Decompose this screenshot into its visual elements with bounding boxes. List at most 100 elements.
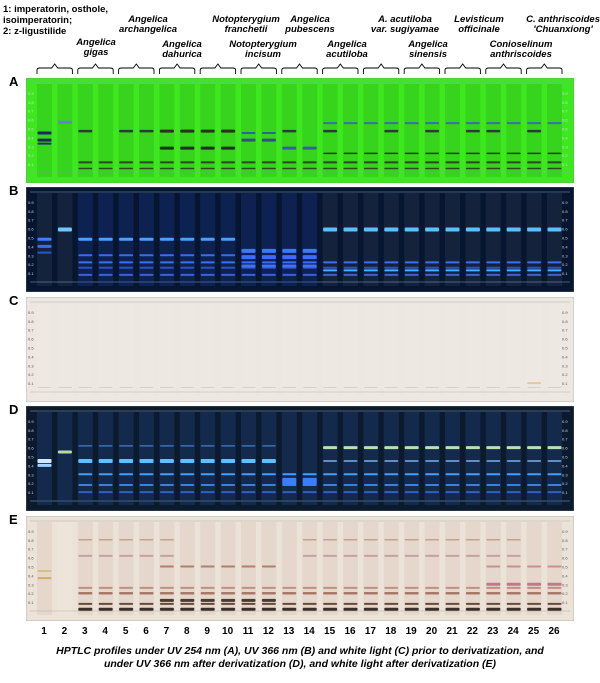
- band-23-4: [486, 459, 501, 462]
- band-18-0: [384, 387, 399, 389]
- band-26-4: [547, 582, 562, 586]
- band-3-4: [78, 237, 93, 241]
- band-19-4: [404, 269, 419, 272]
- rf-tick-left: 0.7: [28, 328, 34, 333]
- band-20-5: [425, 554, 440, 557]
- band-10-2: [221, 473, 236, 476]
- band-9-4: [200, 237, 215, 241]
- species-label-7: Notopterygium incisum: [229, 39, 297, 60]
- lane-16: [343, 522, 358, 615]
- band-10-0: [221, 607, 236, 611]
- lane-3: [77, 522, 93, 615]
- band-9-5: [200, 598, 215, 602]
- band-5-0: [119, 273, 134, 276]
- lane-15: [322, 522, 338, 615]
- band-10-2: [221, 261, 236, 264]
- band-22-1: [465, 483, 480, 486]
- band-15-4: [323, 152, 338, 155]
- band-4-2: [98, 473, 113, 476]
- band-4-2: [98, 591, 113, 595]
- lane-2: [57, 84, 73, 177]
- band-17-1: [363, 266, 378, 269]
- band-21-1: [445, 167, 460, 170]
- band-18-4: [384, 539, 399, 541]
- band-17-0: [363, 273, 378, 276]
- lane-11: [241, 303, 256, 396]
- band-3-0: [78, 607, 93, 611]
- lane-1: [37, 412, 52, 505]
- band-18-2: [384, 129, 399, 133]
- band-23-1: [486, 266, 501, 269]
- band-7-4: [159, 539, 174, 541]
- band-22-4: [465, 152, 480, 155]
- species-label-14: C. anthriscoides 'Chuanxiong': [526, 14, 600, 35]
- band-11-4: [241, 255, 256, 260]
- lane-2: [57, 522, 73, 615]
- band-14-2: [302, 261, 317, 264]
- band-16-1: [343, 167, 358, 170]
- band-9-3: [200, 586, 215, 589]
- lane-2: [57, 412, 73, 505]
- band-5-0: [119, 607, 134, 611]
- band-1-1: [37, 138, 52, 142]
- lane-9: [200, 412, 216, 505]
- rf-tick-left: 0.5: [28, 236, 34, 241]
- rf-tick-left: 0.8: [28, 209, 34, 214]
- lane-number-20: 20: [426, 626, 438, 637]
- band-10-3: [221, 458, 236, 463]
- band-17-4: [363, 539, 378, 541]
- band-7-5: [159, 554, 174, 557]
- band-21-3: [445, 586, 460, 589]
- plate-background: [26, 406, 574, 511]
- band-9-2: [200, 261, 215, 264]
- band-3-0: [78, 387, 93, 389]
- rf-tick-left: 0.1: [28, 490, 34, 495]
- band-14-0: [302, 607, 317, 611]
- band-22-1: [465, 167, 480, 170]
- band-10-1: [221, 167, 236, 170]
- band-22-2: [465, 261, 480, 264]
- lane-number-26: 26: [548, 626, 560, 637]
- band-4-3: [98, 458, 113, 463]
- caption-line-2: under UV 366 nm after derivatization (D)…: [103, 658, 497, 670]
- lane-number-10: 10: [222, 626, 234, 637]
- bracket-21-22: [444, 63, 481, 74]
- band-26-3: [547, 446, 562, 450]
- band-16-0: [343, 491, 358, 494]
- lane-22: [465, 303, 481, 396]
- band-17-1: [363, 602, 378, 605]
- band-21-3: [445, 446, 460, 450]
- band-13-1: [282, 167, 297, 170]
- band-15-0: [323, 273, 338, 276]
- lane-number-19: 19: [405, 626, 417, 637]
- band-9-2: [200, 146, 215, 150]
- band-18-0: [384, 607, 399, 611]
- band-23-6: [486, 582, 501, 586]
- band-18-4: [384, 459, 399, 462]
- band-24-2: [506, 261, 521, 264]
- band-24-0: [506, 387, 521, 389]
- plate-label-e: E: [9, 512, 18, 527]
- band-21-4: [445, 539, 460, 541]
- band-16-1: [343, 266, 358, 269]
- rf-tick-left: 0.2: [28, 262, 34, 267]
- band-25-2: [527, 591, 542, 595]
- band-22-4: [465, 459, 480, 462]
- rf-tick-right: 0.2: [562, 262, 568, 267]
- band-11-4: [241, 565, 256, 568]
- rf-tick-left: 0.6: [28, 446, 34, 451]
- band-4-1: [98, 266, 113, 269]
- band-9-4: [200, 565, 215, 568]
- band-7-0: [159, 491, 174, 494]
- band-7-1: [159, 483, 174, 486]
- species-label-3: Angelica gigas: [76, 37, 116, 58]
- band-24-0: [506, 273, 521, 276]
- lane-number-3: 3: [82, 626, 88, 637]
- rf-tick-left: 0.4: [28, 573, 34, 578]
- band-6-0: [139, 491, 154, 494]
- rf-tick-left: 0.4: [28, 135, 34, 140]
- band-11-3: [241, 248, 256, 253]
- lane-24: [506, 412, 522, 505]
- band-5-1: [119, 483, 134, 486]
- band-7-2: [159, 261, 174, 264]
